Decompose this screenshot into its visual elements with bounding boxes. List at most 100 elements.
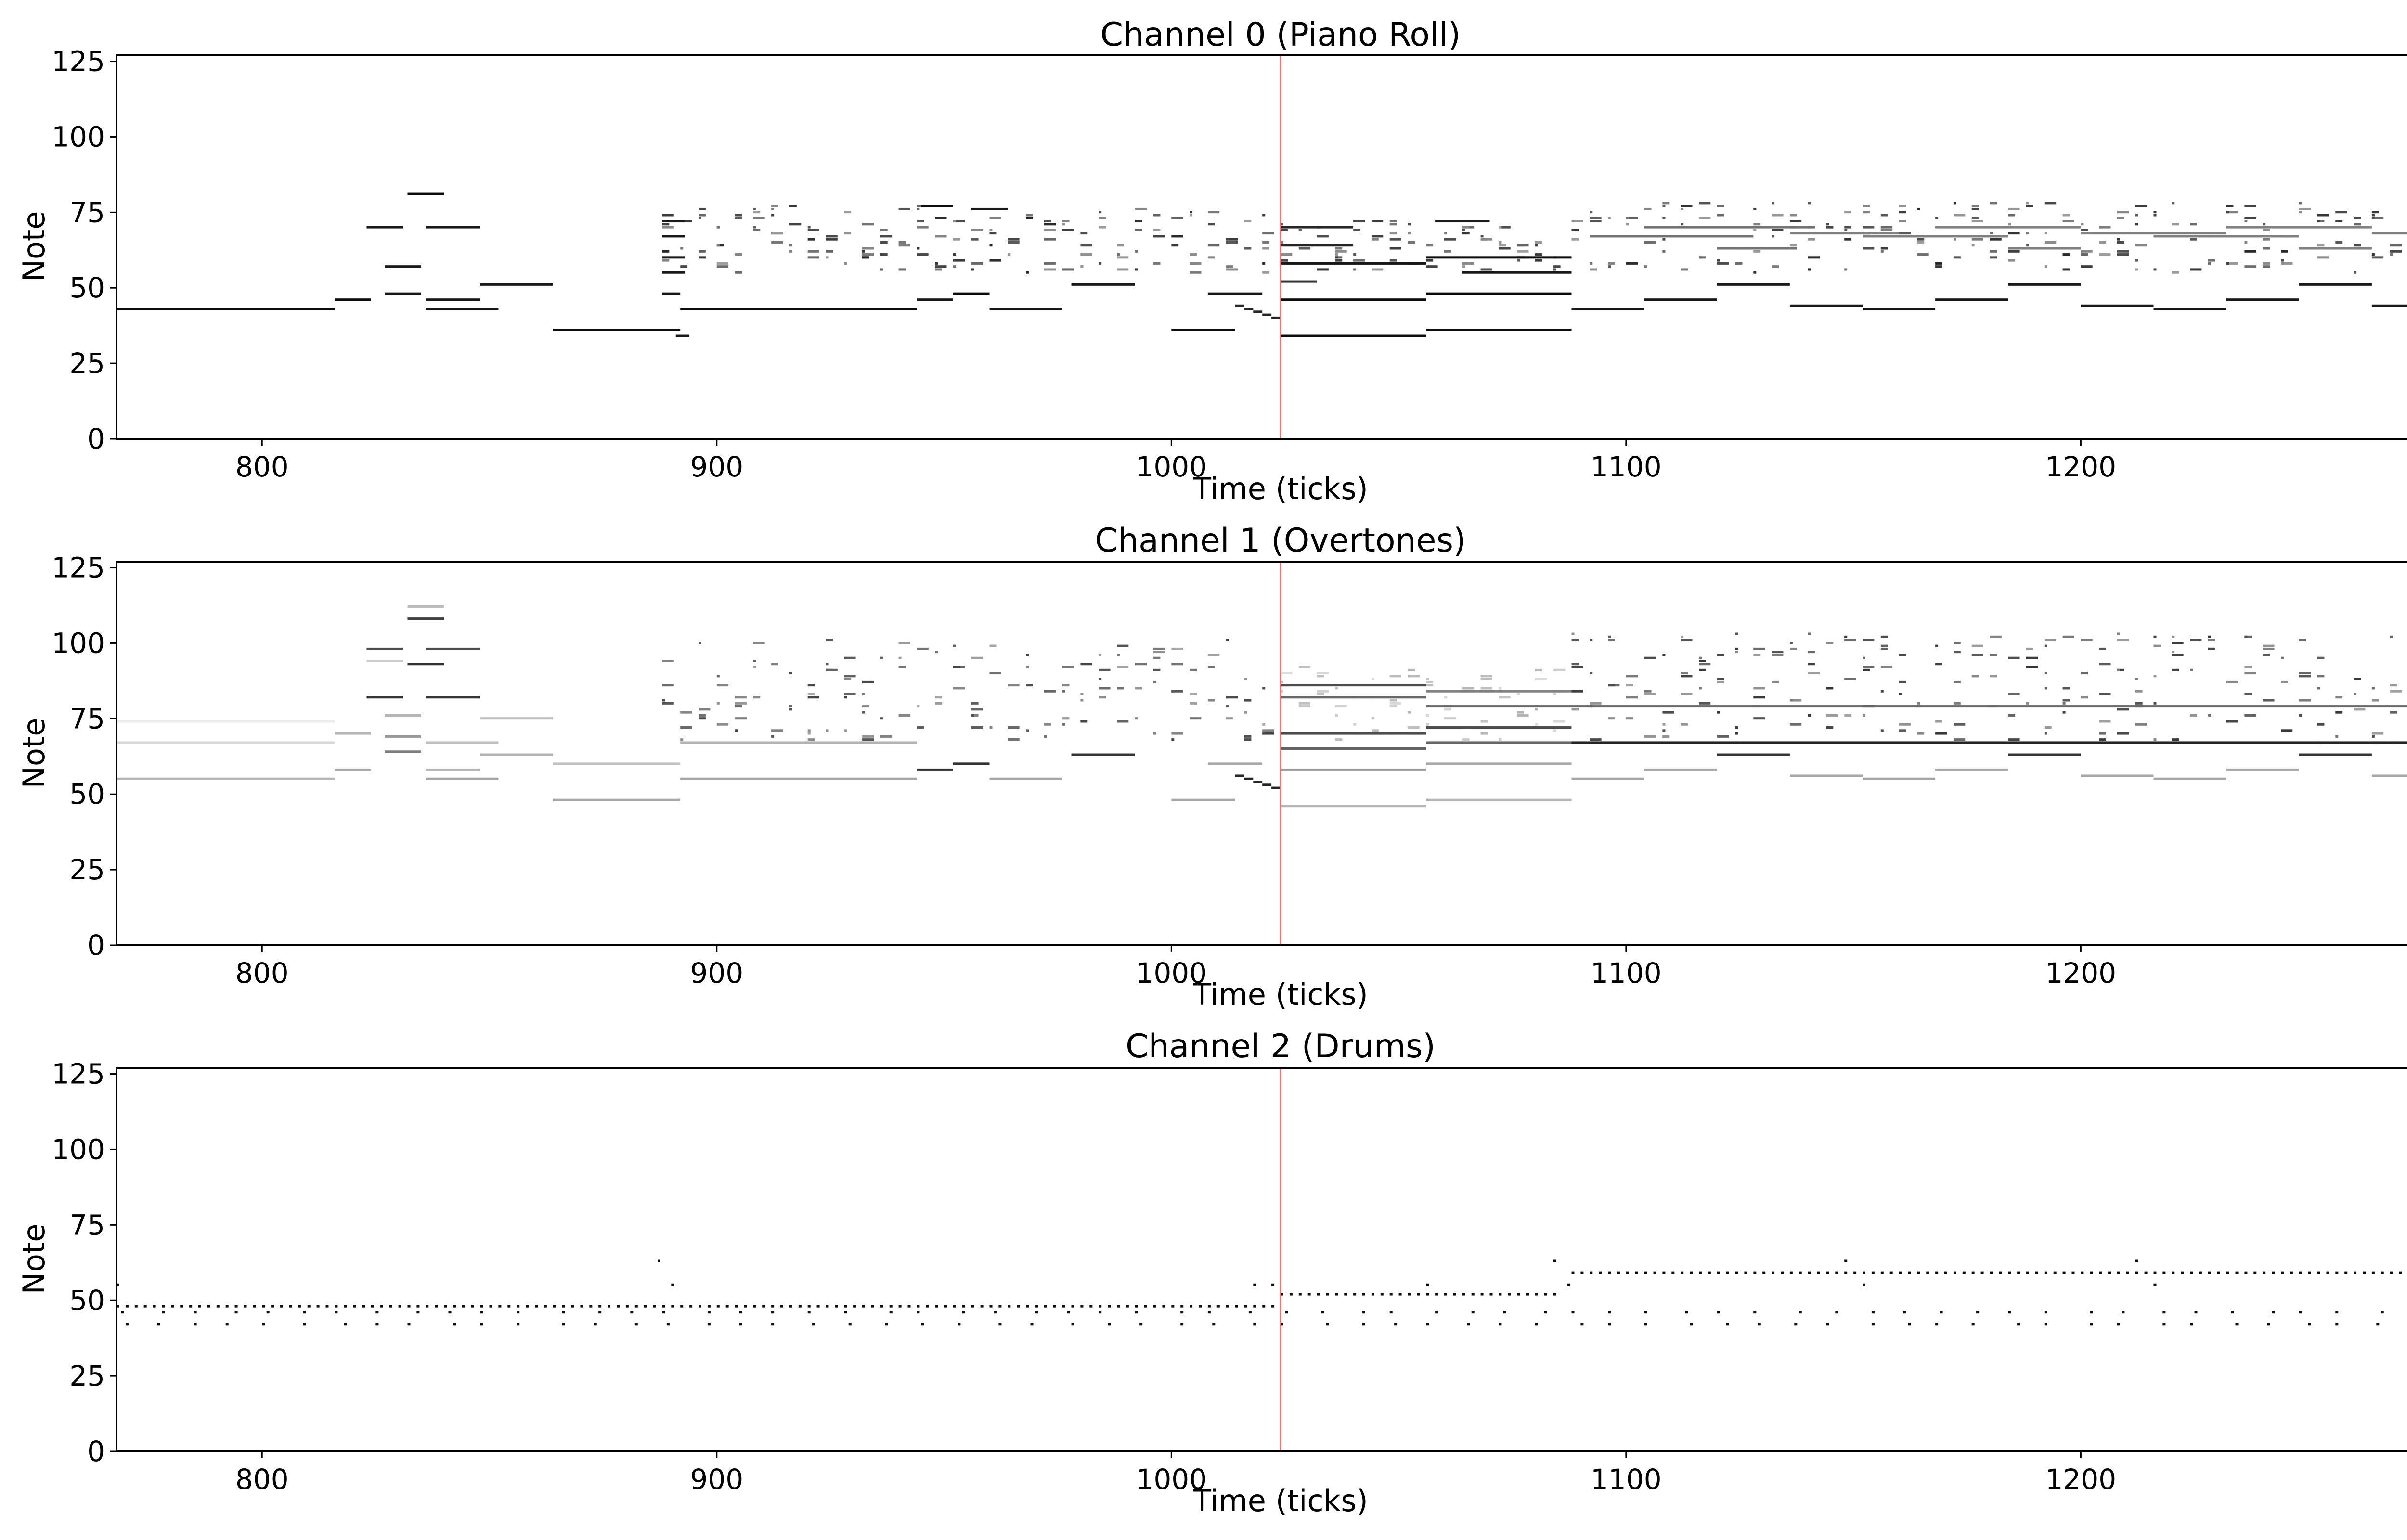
drum-hit xyxy=(1298,1293,1302,1296)
note-bar xyxy=(2153,268,2157,271)
note-bar xyxy=(1426,714,1429,717)
note-bar xyxy=(789,250,792,253)
drum-hit xyxy=(1153,1305,1156,1308)
note-bar xyxy=(2135,723,2148,726)
note-bar xyxy=(771,207,775,210)
note-bar xyxy=(1681,207,1684,210)
note-bar xyxy=(2008,753,2081,756)
note-bar xyxy=(2117,217,2124,219)
note-bar xyxy=(1644,768,1717,771)
y-tick-label: 75 xyxy=(69,1208,105,1241)
note-bar xyxy=(1826,226,1834,229)
drum-hit xyxy=(2117,1323,2120,1326)
drum-hit xyxy=(1353,1293,1357,1296)
drum-hit xyxy=(1462,1293,1465,1296)
note-bar xyxy=(1608,684,1615,687)
note-bar xyxy=(2371,687,2375,690)
drum-hit xyxy=(562,1323,565,1326)
note-bar xyxy=(862,250,866,253)
drum-hit xyxy=(1030,1323,1034,1326)
drum-hit xyxy=(1681,1271,1684,1274)
drum-hit xyxy=(889,1305,893,1308)
note-bar xyxy=(2190,668,2193,671)
note-bar xyxy=(753,226,756,229)
drum-hit xyxy=(1207,1311,1211,1314)
note-bar xyxy=(2263,265,2270,268)
drum-hit xyxy=(1271,1283,1275,1286)
drum-hit xyxy=(426,1305,429,1308)
drum-hit xyxy=(989,1305,993,1308)
note-bar xyxy=(1789,247,1797,250)
note-bar xyxy=(716,675,720,678)
note-bar xyxy=(1135,717,1138,720)
note-bar xyxy=(480,717,553,720)
note-bar xyxy=(953,253,956,256)
chart-panel-0: Channel 0 (Piano Roll) Note Time (ticks)… xyxy=(16,16,2407,506)
drum-hit xyxy=(753,1305,756,1308)
note-bar xyxy=(2390,250,2402,253)
drum-hit xyxy=(907,1305,911,1308)
note-bar xyxy=(1590,211,1593,214)
drum-hit xyxy=(1499,1293,1502,1296)
drum-hit xyxy=(375,1323,379,1326)
note-bar xyxy=(2335,220,2343,223)
note-bar xyxy=(2153,738,2157,741)
note-bar xyxy=(789,672,792,675)
note-bar xyxy=(407,192,444,195)
drum-hit xyxy=(1662,1271,1666,1274)
note-bar xyxy=(1026,684,1033,687)
note-bar xyxy=(826,250,833,253)
note-bar xyxy=(716,244,720,247)
note-bar xyxy=(407,617,444,620)
note-bar xyxy=(1717,654,1724,656)
note-bar xyxy=(844,232,852,235)
note-bar xyxy=(1499,247,1511,250)
note-bar xyxy=(2244,635,2252,638)
note-bar xyxy=(1444,717,1456,720)
drum-hit xyxy=(344,1323,347,1326)
drum-hit xyxy=(375,1311,379,1314)
note-bar xyxy=(1698,256,1706,259)
note-bar xyxy=(2062,268,2070,271)
note-bar xyxy=(699,714,706,717)
note-bar xyxy=(2317,256,2329,259)
note-bar xyxy=(2117,241,2124,244)
chart-title-1: Channel 1 (Overtones) xyxy=(1095,522,1466,560)
note-bar xyxy=(2153,777,2226,780)
note-bar xyxy=(1099,217,1106,219)
note-bar xyxy=(716,702,720,705)
note-bar xyxy=(1190,211,1193,214)
note-bar xyxy=(1863,639,1875,642)
note-bar xyxy=(675,334,690,337)
note-bar xyxy=(2354,678,2361,680)
note-bar xyxy=(898,241,906,244)
drum-hit xyxy=(1772,1271,1775,1274)
note-bar xyxy=(789,205,797,207)
drum-hit xyxy=(2135,1271,2138,1274)
drum-hit xyxy=(1880,1271,1884,1274)
note-bar xyxy=(2280,259,2284,262)
drum-hit xyxy=(1262,1305,1266,1308)
note-bar xyxy=(1008,238,1020,241)
note-bar xyxy=(2226,768,2299,771)
drum-hit xyxy=(689,1305,693,1308)
note-bar xyxy=(1480,687,1492,690)
drum-hit xyxy=(416,1311,420,1314)
note-bar xyxy=(1917,207,1920,210)
drum-hit xyxy=(2244,1271,2248,1274)
note-bar xyxy=(1499,244,1506,247)
note-bar xyxy=(2117,211,2129,214)
y-tick-label: 50 xyxy=(69,778,105,810)
drum-hit xyxy=(1976,1311,1980,1314)
drum-hit xyxy=(1499,1323,1502,1326)
note-bar xyxy=(1626,262,1638,265)
drum-hit xyxy=(1235,1305,1238,1308)
note-bar xyxy=(1590,702,1602,705)
drum-hit xyxy=(853,1305,856,1308)
drum-hit xyxy=(2153,1271,2157,1274)
note-bar xyxy=(2026,702,2030,705)
note-bar xyxy=(2354,271,2357,274)
plot-area-1: 800 900 1000 1100 1200 0 25 50 75 100 125 xyxy=(52,552,2407,989)
note-bar xyxy=(1408,726,1420,729)
note-bar xyxy=(1226,241,1238,244)
